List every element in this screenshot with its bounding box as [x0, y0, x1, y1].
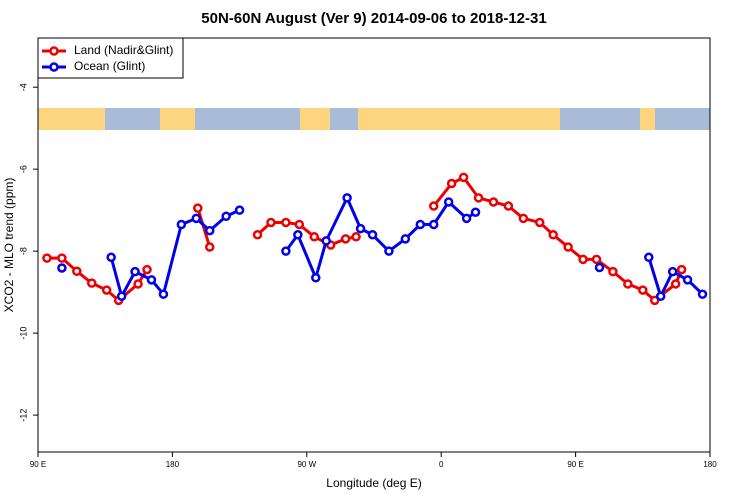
point — [384, 246, 394, 256]
point — [670, 279, 681, 289]
point — [142, 264, 152, 275]
point — [266, 217, 276, 228]
point — [655, 291, 666, 301]
point — [443, 197, 454, 207]
point — [578, 254, 588, 265]
point — [591, 254, 602, 265]
point — [193, 203, 203, 213]
point — [623, 279, 633, 289]
point — [294, 219, 305, 230]
point — [446, 178, 457, 189]
point — [309, 232, 320, 242]
point — [461, 213, 472, 224]
point — [106, 252, 116, 263]
point — [130, 266, 140, 277]
y-tick-label: -4 — [18, 83, 28, 91]
point — [57, 263, 67, 273]
legend-label: Land (Nadir&Glint) — [74, 43, 173, 57]
point — [281, 217, 291, 228]
legend-marker — [49, 46, 59, 56]
point — [116, 291, 127, 301]
point — [428, 201, 439, 211]
point — [133, 279, 143, 289]
x-tick-label: 90 E — [30, 460, 46, 469]
point — [221, 211, 231, 222]
map-strip — [38, 108, 710, 130]
point — [146, 275, 157, 285]
point — [158, 289, 169, 299]
point — [563, 242, 573, 252]
point — [667, 266, 678, 277]
point — [355, 223, 366, 234]
point — [400, 234, 411, 244]
y-tick-label: -6 — [18, 165, 28, 173]
point — [518, 213, 529, 224]
point — [204, 242, 215, 252]
x-tick-label: 180 — [703, 460, 717, 469]
point — [42, 253, 52, 263]
point — [697, 289, 708, 299]
x-tick-label: 90 E — [567, 460, 583, 469]
legend-box — [37, 37, 184, 79]
x-axis-label: Longitude (deg E) — [326, 476, 421, 490]
point — [676, 264, 687, 275]
point — [252, 230, 263, 240]
point — [503, 201, 514, 211]
x-tick-label: 0 — [439, 460, 444, 469]
plot-frame — [37, 37, 711, 453]
point — [458, 172, 469, 183]
point — [682, 275, 693, 285]
point — [470, 207, 481, 217]
point — [548, 230, 558, 240]
point — [488, 197, 499, 207]
point — [234, 205, 245, 215]
point — [57, 253, 67, 263]
chart-title: 50N-60N August (Ver 9) 2014-09-06 to 201… — [201, 10, 546, 27]
point — [204, 225, 215, 236]
y-tick-label: -10 — [18, 327, 28, 340]
point — [321, 236, 331, 246]
point — [608, 266, 618, 277]
legend-marker — [49, 62, 59, 72]
y-tick-label: -12 — [18, 409, 28, 422]
point — [415, 219, 426, 230]
point — [638, 285, 648, 295]
point — [535, 217, 545, 228]
point — [649, 295, 660, 306]
point — [72, 266, 82, 276]
y-axis-label: XCO2 - MLO trend (ppm) — [2, 178, 16, 313]
x-tick-label: 90 W — [297, 460, 316, 469]
point — [351, 232, 361, 242]
point — [176, 219, 187, 230]
point — [311, 273, 321, 283]
x-tick-label: 180 — [166, 460, 180, 469]
point — [101, 285, 112, 295]
series-line — [46, 175, 684, 303]
y-tick-label: -8 — [18, 247, 28, 255]
point — [191, 213, 202, 224]
point — [644, 252, 654, 263]
point — [473, 193, 484, 203]
point — [87, 278, 97, 288]
point — [281, 246, 291, 256]
point — [340, 234, 351, 244]
point — [293, 230, 303, 240]
point — [342, 193, 352, 203]
point — [367, 230, 378, 240]
point — [428, 219, 439, 230]
point — [594, 262, 605, 273]
legend-label: Ocean (Glint) — [74, 59, 145, 73]
